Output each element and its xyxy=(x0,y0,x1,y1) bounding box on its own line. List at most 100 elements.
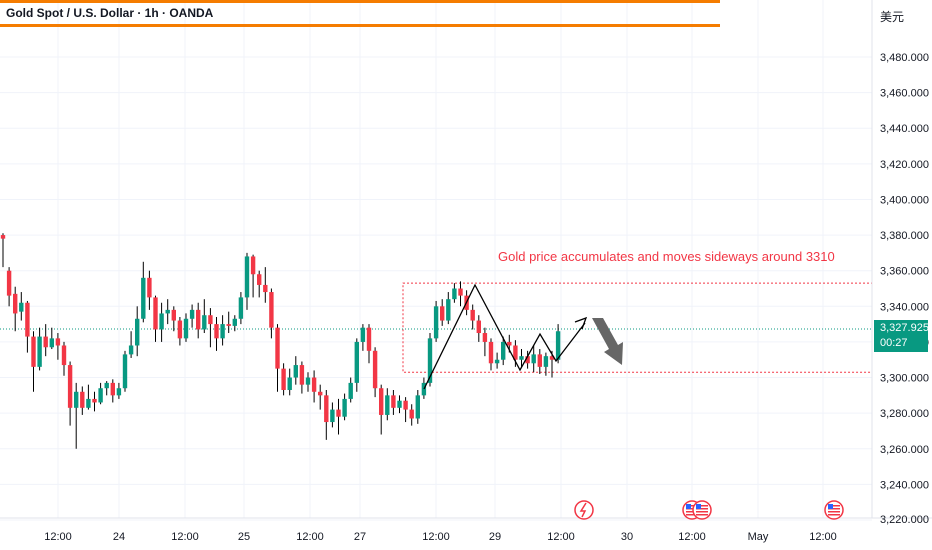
candle xyxy=(476,315,481,342)
candle xyxy=(348,377,353,403)
candle xyxy=(92,391,97,412)
x-tick-label: 27 xyxy=(354,531,366,543)
y-tick-label: 3,340.000 xyxy=(880,301,929,313)
candle xyxy=(165,299,170,325)
candle-body xyxy=(555,331,561,360)
candle xyxy=(220,315,225,346)
candle-body xyxy=(494,359,500,364)
candle-body xyxy=(74,391,79,408)
candle xyxy=(128,331,134,358)
candle xyxy=(324,390,329,440)
candle xyxy=(202,299,207,334)
candle xyxy=(13,286,18,332)
x-tick-label: 12:00 xyxy=(678,531,706,543)
candle xyxy=(6,267,12,307)
candle-body xyxy=(13,293,18,314)
candle-body xyxy=(171,309,176,321)
candle xyxy=(354,338,359,392)
candle-body xyxy=(189,309,195,319)
candle xyxy=(482,327,488,357)
candle-body xyxy=(43,336,48,348)
candle-body xyxy=(159,313,164,330)
candle-body xyxy=(318,391,323,396)
candle xyxy=(269,288,274,339)
candle xyxy=(305,372,311,392)
candle xyxy=(244,252,250,310)
candle xyxy=(61,341,67,376)
candle xyxy=(494,352,500,369)
x-tick-label: 12:00 xyxy=(296,531,324,543)
candle-body xyxy=(86,398,91,408)
candle xyxy=(55,333,61,360)
candle xyxy=(98,382,103,405)
candle-body xyxy=(232,318,237,326)
candle-body xyxy=(531,354,536,364)
candle-body xyxy=(92,398,97,403)
price-tag-countdown: 00:27 xyxy=(880,337,908,349)
candle xyxy=(287,368,292,396)
time-axis[interactable]: 12:00 24 12:00 25 12:00 27 12:00 29 12:00 30 12:00… xyxy=(44,531,837,543)
candle-body xyxy=(366,327,372,351)
candle-body xyxy=(116,388,122,396)
candle xyxy=(122,350,128,392)
price-axis[interactable]: 3,220.000 3,240.000 3,260.000 3,280.000 3,30… xyxy=(880,52,929,526)
currency-label[interactable]: 美元 xyxy=(879,10,904,24)
us-flag-icon xyxy=(692,500,712,520)
candle xyxy=(366,324,372,364)
y-tick-label: 3,260.000 xyxy=(880,444,929,456)
candle-body xyxy=(269,292,274,328)
candles xyxy=(0,233,561,449)
candle-body xyxy=(80,391,85,408)
candle-body xyxy=(488,341,494,364)
candle-body xyxy=(19,302,24,312)
candle-body xyxy=(324,395,329,423)
candle-body xyxy=(348,382,353,399)
candle xyxy=(104,381,109,396)
candle xyxy=(311,370,317,403)
candle xyxy=(281,363,286,396)
candle-body xyxy=(446,299,451,321)
y-tick-label: 3,420.000 xyxy=(880,159,929,171)
candle xyxy=(196,302,201,339)
candle-body xyxy=(226,324,231,326)
candle xyxy=(37,327,42,371)
candle-body xyxy=(55,338,61,346)
candle-body xyxy=(196,309,201,330)
candle-body xyxy=(281,368,286,391)
candle xyxy=(159,302,164,342)
candle xyxy=(293,356,298,385)
candle xyxy=(488,338,494,371)
candle-body xyxy=(330,409,335,423)
candle-body xyxy=(202,315,207,330)
x-tick-label: 30 xyxy=(621,531,633,543)
candle xyxy=(80,386,85,415)
y-tick-label: 3,240.000 xyxy=(880,479,929,491)
candle xyxy=(171,306,176,332)
candle xyxy=(183,313,189,342)
candle xyxy=(403,397,408,423)
candle xyxy=(110,379,115,403)
candle-body xyxy=(470,309,475,321)
candle-body xyxy=(183,318,189,339)
candle-body xyxy=(177,320,183,339)
candle-body xyxy=(391,395,396,408)
candle-body xyxy=(519,356,524,360)
candle xyxy=(470,304,475,330)
candle-body xyxy=(25,302,30,337)
candle xyxy=(153,295,158,342)
us-flag-icon xyxy=(824,500,844,520)
y-tick-label: 3,280.000 xyxy=(880,408,929,420)
candle xyxy=(226,311,231,334)
candle-body xyxy=(458,288,463,296)
event-icons xyxy=(574,500,844,520)
candle xyxy=(25,300,30,353)
candle xyxy=(433,300,439,342)
candle-body xyxy=(372,350,378,389)
candle xyxy=(263,267,268,303)
x-tick-label: 12:00 xyxy=(171,531,199,543)
candle-body xyxy=(153,297,158,330)
candle xyxy=(238,292,244,325)
candle-body xyxy=(360,327,366,342)
candle-body xyxy=(403,400,408,410)
